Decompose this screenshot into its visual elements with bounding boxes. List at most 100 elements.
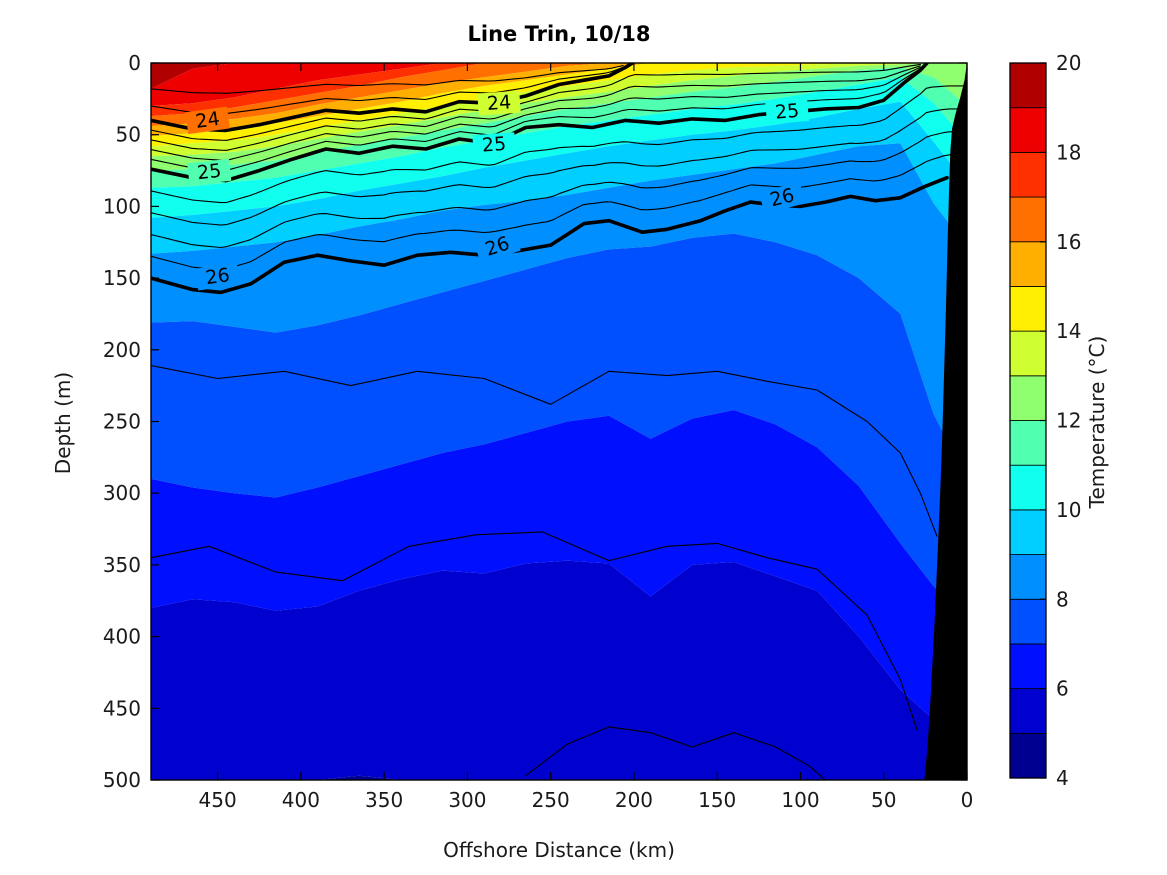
x-tick-label: 0 — [961, 788, 974, 812]
y-tick-label: 100 — [103, 194, 141, 218]
contour-label-25: 25 — [774, 100, 800, 124]
colorbar-tick-label: 16 — [1056, 230, 1081, 254]
thin-contour-25-26-2 — [151, 131, 967, 249]
temperature-band-18C — [151, 63, 967, 106]
contour-label-group-26-2: 26 — [759, 182, 806, 214]
colorbar-tick-label: 10 — [1056, 498, 1081, 522]
x-tick-label: 400 — [282, 788, 320, 812]
colorbar-segment-14 — [1009, 286, 1047, 332]
thin-contour-deep-1 — [151, 531, 918, 731]
y-axis-label: Depth (m) — [51, 371, 75, 475]
y-tick-label: 50 — [116, 123, 141, 147]
temperature-band-7C — [151, 233, 967, 616]
contour-label-halo — [477, 90, 521, 116]
density-contour-26 — [151, 175, 949, 295]
x-tick-label: 150 — [698, 788, 736, 812]
temperature-band-6C — [151, 410, 967, 745]
y-tick-label: 250 — [103, 410, 141, 434]
contour-label-halo — [195, 262, 240, 291]
temperature-band-5C — [151, 560, 967, 780]
x-tick-label: 350 — [365, 788, 403, 812]
colorbar-segment-19 — [1009, 62, 1047, 109]
thin-contour-25-26-3 — [151, 154, 967, 271]
thin-contour-above-24-0 — [151, 64, 624, 94]
x-tick-label: 50 — [871, 788, 896, 812]
thin-contour-above-24-1 — [151, 64, 630, 114]
colorbar-segment-15 — [1009, 241, 1047, 287]
contour-label-halo — [185, 106, 230, 135]
contour-label-26: 26 — [204, 264, 231, 289]
contour-label-group-25-2: 25 — [765, 98, 810, 125]
colorbar-segment-18 — [1009, 107, 1047, 153]
y-tick-label: 400 — [103, 625, 141, 649]
y-tick-label: 300 — [103, 481, 141, 505]
y-tick-label: 0 — [128, 51, 141, 75]
colorbar-segment-6 — [1009, 643, 1047, 690]
temperature-band-11C — [151, 67, 967, 188]
colorbar-segment-5 — [1009, 688, 1047, 734]
colorbar-tick-label: 12 — [1056, 409, 1081, 433]
density-contour-25 — [151, 63, 929, 183]
contour-label-halo — [759, 182, 806, 214]
x-tick-label: 100 — [781, 788, 819, 812]
bathymetry-wedge — [924, 63, 967, 780]
y-tick-label: 200 — [103, 338, 141, 362]
x-tick-label: 450 — [199, 788, 237, 812]
temperature-band-16C — [151, 63, 967, 127]
contour-label-24: 24 — [486, 91, 512, 115]
colorbar-tick-label: 14 — [1056, 319, 1081, 343]
x-tick-label: 300 — [448, 788, 486, 812]
colorbar-segment-12 — [1009, 375, 1047, 421]
contour-label-24: 24 — [194, 108, 221, 133]
colorbar-tick-label: 20 — [1056, 51, 1081, 75]
colorbar-segment-7 — [1009, 598, 1047, 645]
colorbar-segment-8 — [1009, 554, 1047, 600]
x-tick-label: 200 — [615, 788, 653, 812]
y-tick-label: 500 — [103, 768, 141, 792]
colorbar-tick-label: 4 — [1056, 766, 1069, 790]
colorbar-segment-4 — [1009, 732, 1047, 779]
colorbar-tick-label: 8 — [1056, 587, 1069, 611]
temperature-band-4C — [151, 775, 967, 780]
colorbar-tick-label: 6 — [1056, 677, 1069, 701]
temperature-band-9C — [151, 101, 967, 254]
colorbar-segment-11 — [1009, 420, 1047, 466]
colorbar-tick-label: 18 — [1056, 140, 1081, 164]
colorbar-segment-17 — [1009, 151, 1047, 198]
y-tick-label: 150 — [103, 266, 141, 290]
contour-label-halo — [474, 229, 521, 264]
contour-label-25: 25 — [481, 133, 507, 157]
contour-label-halo — [472, 132, 516, 158]
colorbar-segment-10 — [1009, 464, 1047, 511]
contour-label-group-25-0: 25 — [187, 158, 232, 186]
thin-contour-25-26-1 — [151, 108, 967, 226]
temperature-band-13C — [151, 63, 967, 157]
contour-label-25: 25 — [196, 160, 222, 184]
colorbar-label: Temperature (°C) — [1085, 335, 1109, 509]
density-contour-24 — [151, 63, 635, 133]
contour-label-halo — [765, 98, 810, 125]
contour-label-group-24-0: 24 — [185, 106, 230, 135]
colorbar-segment-16 — [1009, 196, 1047, 243]
y-tick-label: 450 — [103, 696, 141, 720]
thin-contour-24-25-0 — [151, 63, 921, 141]
temperature-band-17C — [151, 63, 967, 117]
thin-contour-24-25-1 — [151, 65, 921, 151]
contour-label-group-26-0: 26 — [195, 262, 240, 291]
thin-contour-24-25-2 — [151, 66, 921, 161]
x-tick-label: 250 — [532, 788, 570, 812]
y-tick-label: 350 — [103, 553, 141, 577]
x-axis-label: Offshore Distance (km) — [443, 838, 675, 862]
thin-contour-25-26-0 — [151, 85, 967, 204]
chart-title: Line Trin, 10/18 — [467, 22, 651, 46]
contour-label-group-25-1: 25 — [472, 132, 516, 158]
thin-contour-deep-2 — [525, 726, 826, 780]
thin-contour-deep-0 — [151, 365, 938, 537]
contour-label-group-24-1: 24 — [477, 90, 521, 116]
colorbar-segment-9 — [1009, 509, 1047, 555]
temperature-band-12C — [151, 63, 967, 171]
temperature-band-8C — [151, 143, 967, 479]
colorbar-segment-13 — [1009, 330, 1047, 377]
